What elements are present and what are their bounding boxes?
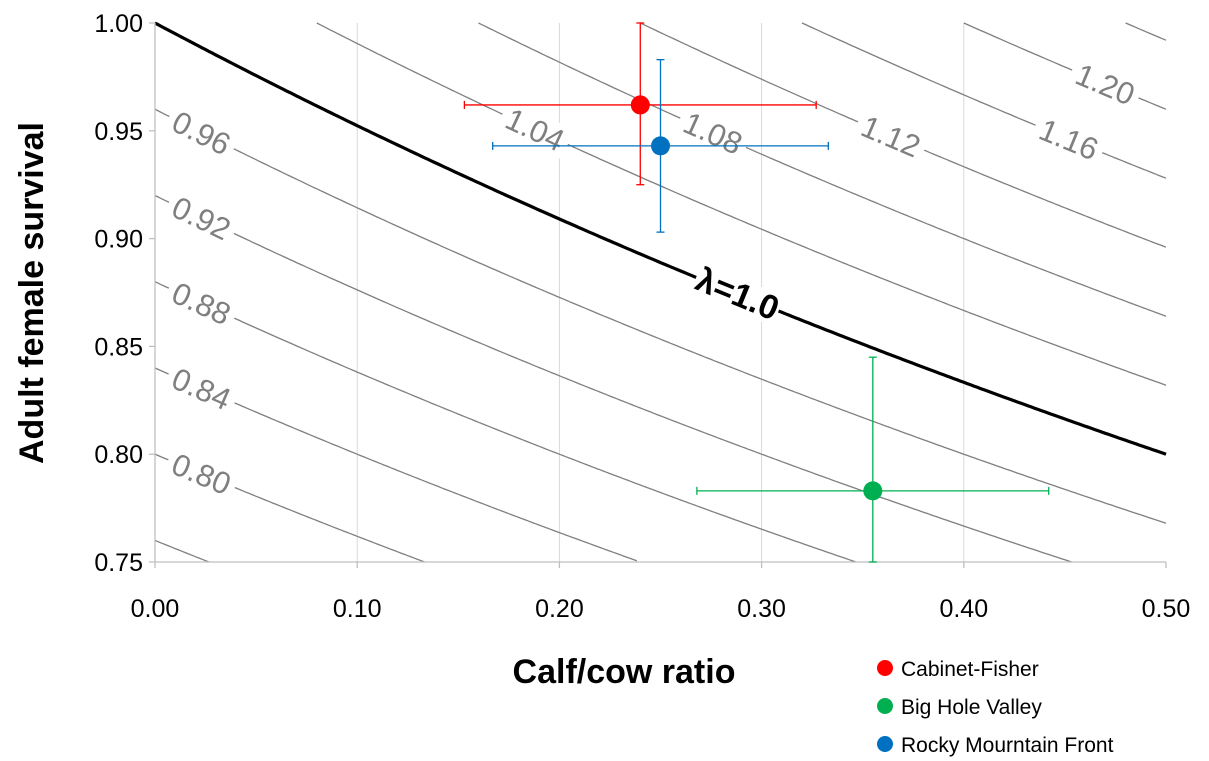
y-tick-label-3: 0.90 bbox=[94, 226, 143, 254]
x-tick-label-2: 0.20 bbox=[535, 595, 584, 623]
contour-label-9-text: 1.20 bbox=[1071, 57, 1140, 113]
legend: Cabinet-Fisher Big Hole Valley Rocky Mourn… bbox=[877, 658, 1114, 757]
data-point-1 bbox=[863, 481, 883, 501]
legend-label-0: Cabinet-Fisher bbox=[901, 658, 1039, 681]
contour-label-2: 0.88 bbox=[162, 273, 241, 333]
contour-line-1.04 bbox=[316, 22, 1167, 386]
lambda-curve bbox=[154, 21, 1167, 456]
series-1 bbox=[696, 356, 1050, 563]
contour-line-1.08 bbox=[478, 22, 1167, 317]
series-0 bbox=[463, 22, 817, 186]
contour-line-0.84 bbox=[154, 367, 638, 562]
legend-label-1: Big Hole Valley bbox=[901, 696, 1042, 719]
data-series bbox=[463, 22, 1050, 563]
y-tick-label-2: 0.85 bbox=[94, 333, 143, 361]
x-tick-label-5: 0.50 bbox=[1142, 595, 1191, 623]
contour-label-1-text: 0.84 bbox=[167, 361, 236, 417]
contour-label-1: 0.84 bbox=[162, 359, 241, 418]
contour-label-8-bg bbox=[1029, 110, 1109, 168]
contour-label-9-bg bbox=[1065, 55, 1145, 113]
contour-labels: 0.80 0.84 0.88 0.92 0.96 1.04 1.08 1.12 1.161.20… bbox=[162, 55, 1145, 503]
data-point-0 bbox=[630, 95, 650, 115]
contour-label-9: 1.20 bbox=[1065, 55, 1145, 113]
legend-marker-1 bbox=[877, 698, 893, 714]
lambda-label-bg bbox=[690, 262, 785, 327]
contour-label-1-bg bbox=[162, 359, 241, 418]
contour-label-7-text: 1.12 bbox=[856, 109, 925, 165]
contour-label-3: 0.92 bbox=[162, 188, 241, 248]
x-tick-label-4: 0.40 bbox=[939, 595, 988, 623]
contour-line-0.96 bbox=[154, 108, 1167, 524]
contour-label-6-bg bbox=[673, 103, 753, 163]
y-tick-label-1: 0.80 bbox=[94, 441, 143, 469]
lambda-label-text: λ=1.0 bbox=[690, 261, 784, 329]
contour-label-8-text: 1.16 bbox=[1034, 112, 1103, 167]
y-axis-title: Adult female survival bbox=[13, 122, 51, 464]
contour-label-7-bg bbox=[851, 107, 931, 165]
contour-label-7: 1.12 bbox=[851, 107, 931, 165]
contour-label-2-bg bbox=[162, 273, 241, 333]
contour-label-0-bg bbox=[162, 445, 241, 503]
contour-label-0: 0.80 bbox=[162, 445, 241, 503]
contour-line-0.92 bbox=[154, 194, 1072, 563]
contour-label-5: 1.04 bbox=[495, 99, 575, 160]
contour-label-4: 0.96 bbox=[162, 102, 241, 164]
contour-line-0.76 bbox=[154, 539, 210, 563]
x-tick-label-0: 0.00 bbox=[131, 595, 180, 623]
tick-labels: 0.75 0.80 0.85 0.90 0.95 1.00 0.00 0.10 0.20 0.30… bbox=[94, 10, 1190, 623]
legend-marker-2 bbox=[877, 736, 893, 752]
y-tick-label-4: 0.95 bbox=[94, 118, 143, 146]
x-axis-title: Calf/cow ratio bbox=[513, 653, 736, 691]
legend-marker-0 bbox=[877, 660, 893, 676]
x-tick-label-1: 0.10 bbox=[333, 595, 382, 623]
lambda-label: λ=1.0 bbox=[690, 261, 785, 329]
y-tick-label-5: 1.00 bbox=[94, 10, 143, 38]
y-tick-label-0: 0.75 bbox=[94, 549, 143, 577]
data-point-2 bbox=[651, 136, 670, 156]
contour-line-1.24 bbox=[1125, 22, 1167, 41]
contour-line-0.88 bbox=[154, 281, 857, 563]
contour-label-5-bg bbox=[495, 99, 575, 160]
x-tick-label-3: 0.30 bbox=[737, 595, 786, 623]
contour-label-6: 1.08 bbox=[673, 103, 753, 163]
series-2 bbox=[492, 59, 829, 233]
legend-label-2: Rocky Mourntain Front bbox=[901, 734, 1114, 757]
lambda-1-line bbox=[154, 21, 1167, 456]
axes bbox=[149, 22, 1167, 568]
contour-line-1.16 bbox=[801, 22, 1167, 179]
contour-label-4-bg bbox=[162, 102, 241, 164]
contour-label-8: 1.16 bbox=[1029, 110, 1109, 168]
contour-label-0-text: 0.80 bbox=[167, 447, 236, 503]
contour-label-3-bg bbox=[162, 188, 241, 248]
